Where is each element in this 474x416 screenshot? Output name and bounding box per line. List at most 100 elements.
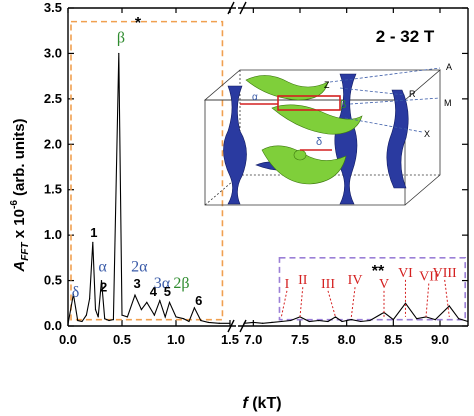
peak-label: 2α	[131, 258, 148, 275]
beta-orbit	[277, 95, 341, 111]
inset-label-x: X	[424, 129, 430, 139]
fft-point	[243, 322, 245, 324]
y-axis-title-a: A	[11, 261, 28, 273]
fft-point	[350, 319, 352, 321]
guide-x	[344, 117, 423, 133]
fermi-surface-inset: A Z R M X α β δ	[203, 62, 452, 206]
roman-peak-label: VI	[398, 266, 413, 281]
fft-point	[341, 320, 343, 323]
x-tick-label: 7.5	[291, 332, 309, 347]
x-axis: 0.0 0.5 1.0 1.5 7.0 7.5 8.0 8.5 9.0	[59, 8, 449, 347]
inset-label-z: Z	[324, 80, 330, 90]
roman-pointer	[350, 287, 356, 317]
blue-pillar-left	[223, 85, 247, 205]
roman-pointer	[444, 279, 450, 317]
x-axis-title: f (kT)	[242, 395, 281, 412]
inset-label-a: A	[446, 62, 452, 72]
fft-point	[72, 293, 74, 295]
fft-point	[327, 320, 329, 323]
box-right-edge	[404, 70, 441, 206]
fft-point	[146, 301, 148, 303]
x-tick-label: 0.5	[113, 332, 131, 347]
fft-point	[200, 319, 202, 322]
fft-point	[448, 305, 450, 307]
inset-label-beta: β	[340, 99, 346, 111]
fft-point	[280, 320, 282, 323]
orange-dashed-box	[70, 20, 224, 321]
y-axis-title-sup: -6	[9, 200, 20, 209]
y-tick-label: 3.5	[44, 0, 62, 15]
peak-label: δ	[72, 284, 80, 301]
roman-peak-label: II	[298, 273, 308, 288]
field-range-label: 2 - 32 T	[376, 27, 435, 46]
fft-point	[77, 319, 79, 322]
axis-break-mark	[227, 319, 235, 333]
green-sheet-middle	[271, 104, 363, 135]
fft-point	[458, 318, 460, 320]
x-tick-label: 1.5	[221, 332, 239, 347]
roman-peak-label: V	[379, 277, 389, 292]
fft-point	[262, 322, 264, 324]
guide-r	[339, 87, 406, 96]
fft-point	[100, 279, 103, 282]
y-tick-label: 0.5	[44, 273, 62, 288]
x-tick-label: 0.0	[59, 332, 77, 347]
y-tick-label: 1.0	[44, 227, 62, 242]
peak-label: β	[117, 30, 125, 47]
fft-point	[416, 318, 418, 320]
double-star-annotation: **	[372, 263, 385, 280]
fft-point	[118, 52, 120, 55]
inset-label-delta: δ	[316, 136, 322, 148]
y-axis-title: AFFT x 10-6 (arb. units)	[9, 118, 31, 272]
x-tick-label: 1.0	[167, 332, 185, 347]
peak-label: 4	[150, 284, 158, 299]
fft-line-high	[243, 302, 469, 324]
fft-point	[94, 309, 97, 311]
inset-label-m: M	[444, 98, 452, 108]
fft-point	[175, 316, 177, 318]
fft-point	[134, 294, 136, 296]
fft-point	[182, 318, 185, 320]
fft-point	[67, 323, 69, 325]
plot-frame	[67, 1, 469, 333]
fft-point	[121, 314, 123, 316]
fft-point	[108, 319, 110, 322]
green-sheet-top	[245, 75, 329, 101]
x-tick-label: 9.0	[431, 332, 449, 347]
fft-point	[318, 319, 320, 322]
fft-point	[188, 320, 190, 323]
peak-label: 2β	[173, 275, 189, 292]
fft-point	[369, 319, 371, 322]
single-star-annotation: *	[135, 15, 142, 32]
y-axis-title-tail: (arb. units)	[11, 118, 28, 200]
roman-peak-label: IV	[348, 273, 363, 288]
roman-peak-label: VIII	[433, 266, 457, 281]
fft-point	[97, 316, 99, 318]
green-pocket	[293, 149, 307, 161]
x-tick-label: 8.0	[338, 332, 356, 347]
green-surface	[245, 75, 363, 185]
guide-m	[349, 97, 441, 105]
fft-point	[92, 241, 94, 244]
fft-point	[159, 299, 161, 302]
fft-point	[218, 322, 220, 324]
fft-point	[308, 320, 310, 323]
peak-label: α	[98, 258, 107, 275]
roman-peak-label: I	[285, 277, 290, 292]
fft-point	[104, 318, 106, 320]
fft-point	[404, 302, 407, 304]
fft-point	[193, 307, 195, 309]
fft-point	[89, 298, 91, 300]
blue-pillar-right	[386, 89, 409, 189]
y-tick-label: 2.5	[44, 91, 62, 106]
blue-pillar-middle	[334, 73, 358, 205]
fft-point	[290, 319, 292, 322]
fft-point	[81, 320, 83, 323]
fft-point	[392, 319, 394, 321]
peak-label: 6	[195, 293, 202, 308]
fft-point	[252, 321, 254, 323]
fft-point	[153, 314, 155, 316]
roman-pointer	[425, 283, 430, 317]
